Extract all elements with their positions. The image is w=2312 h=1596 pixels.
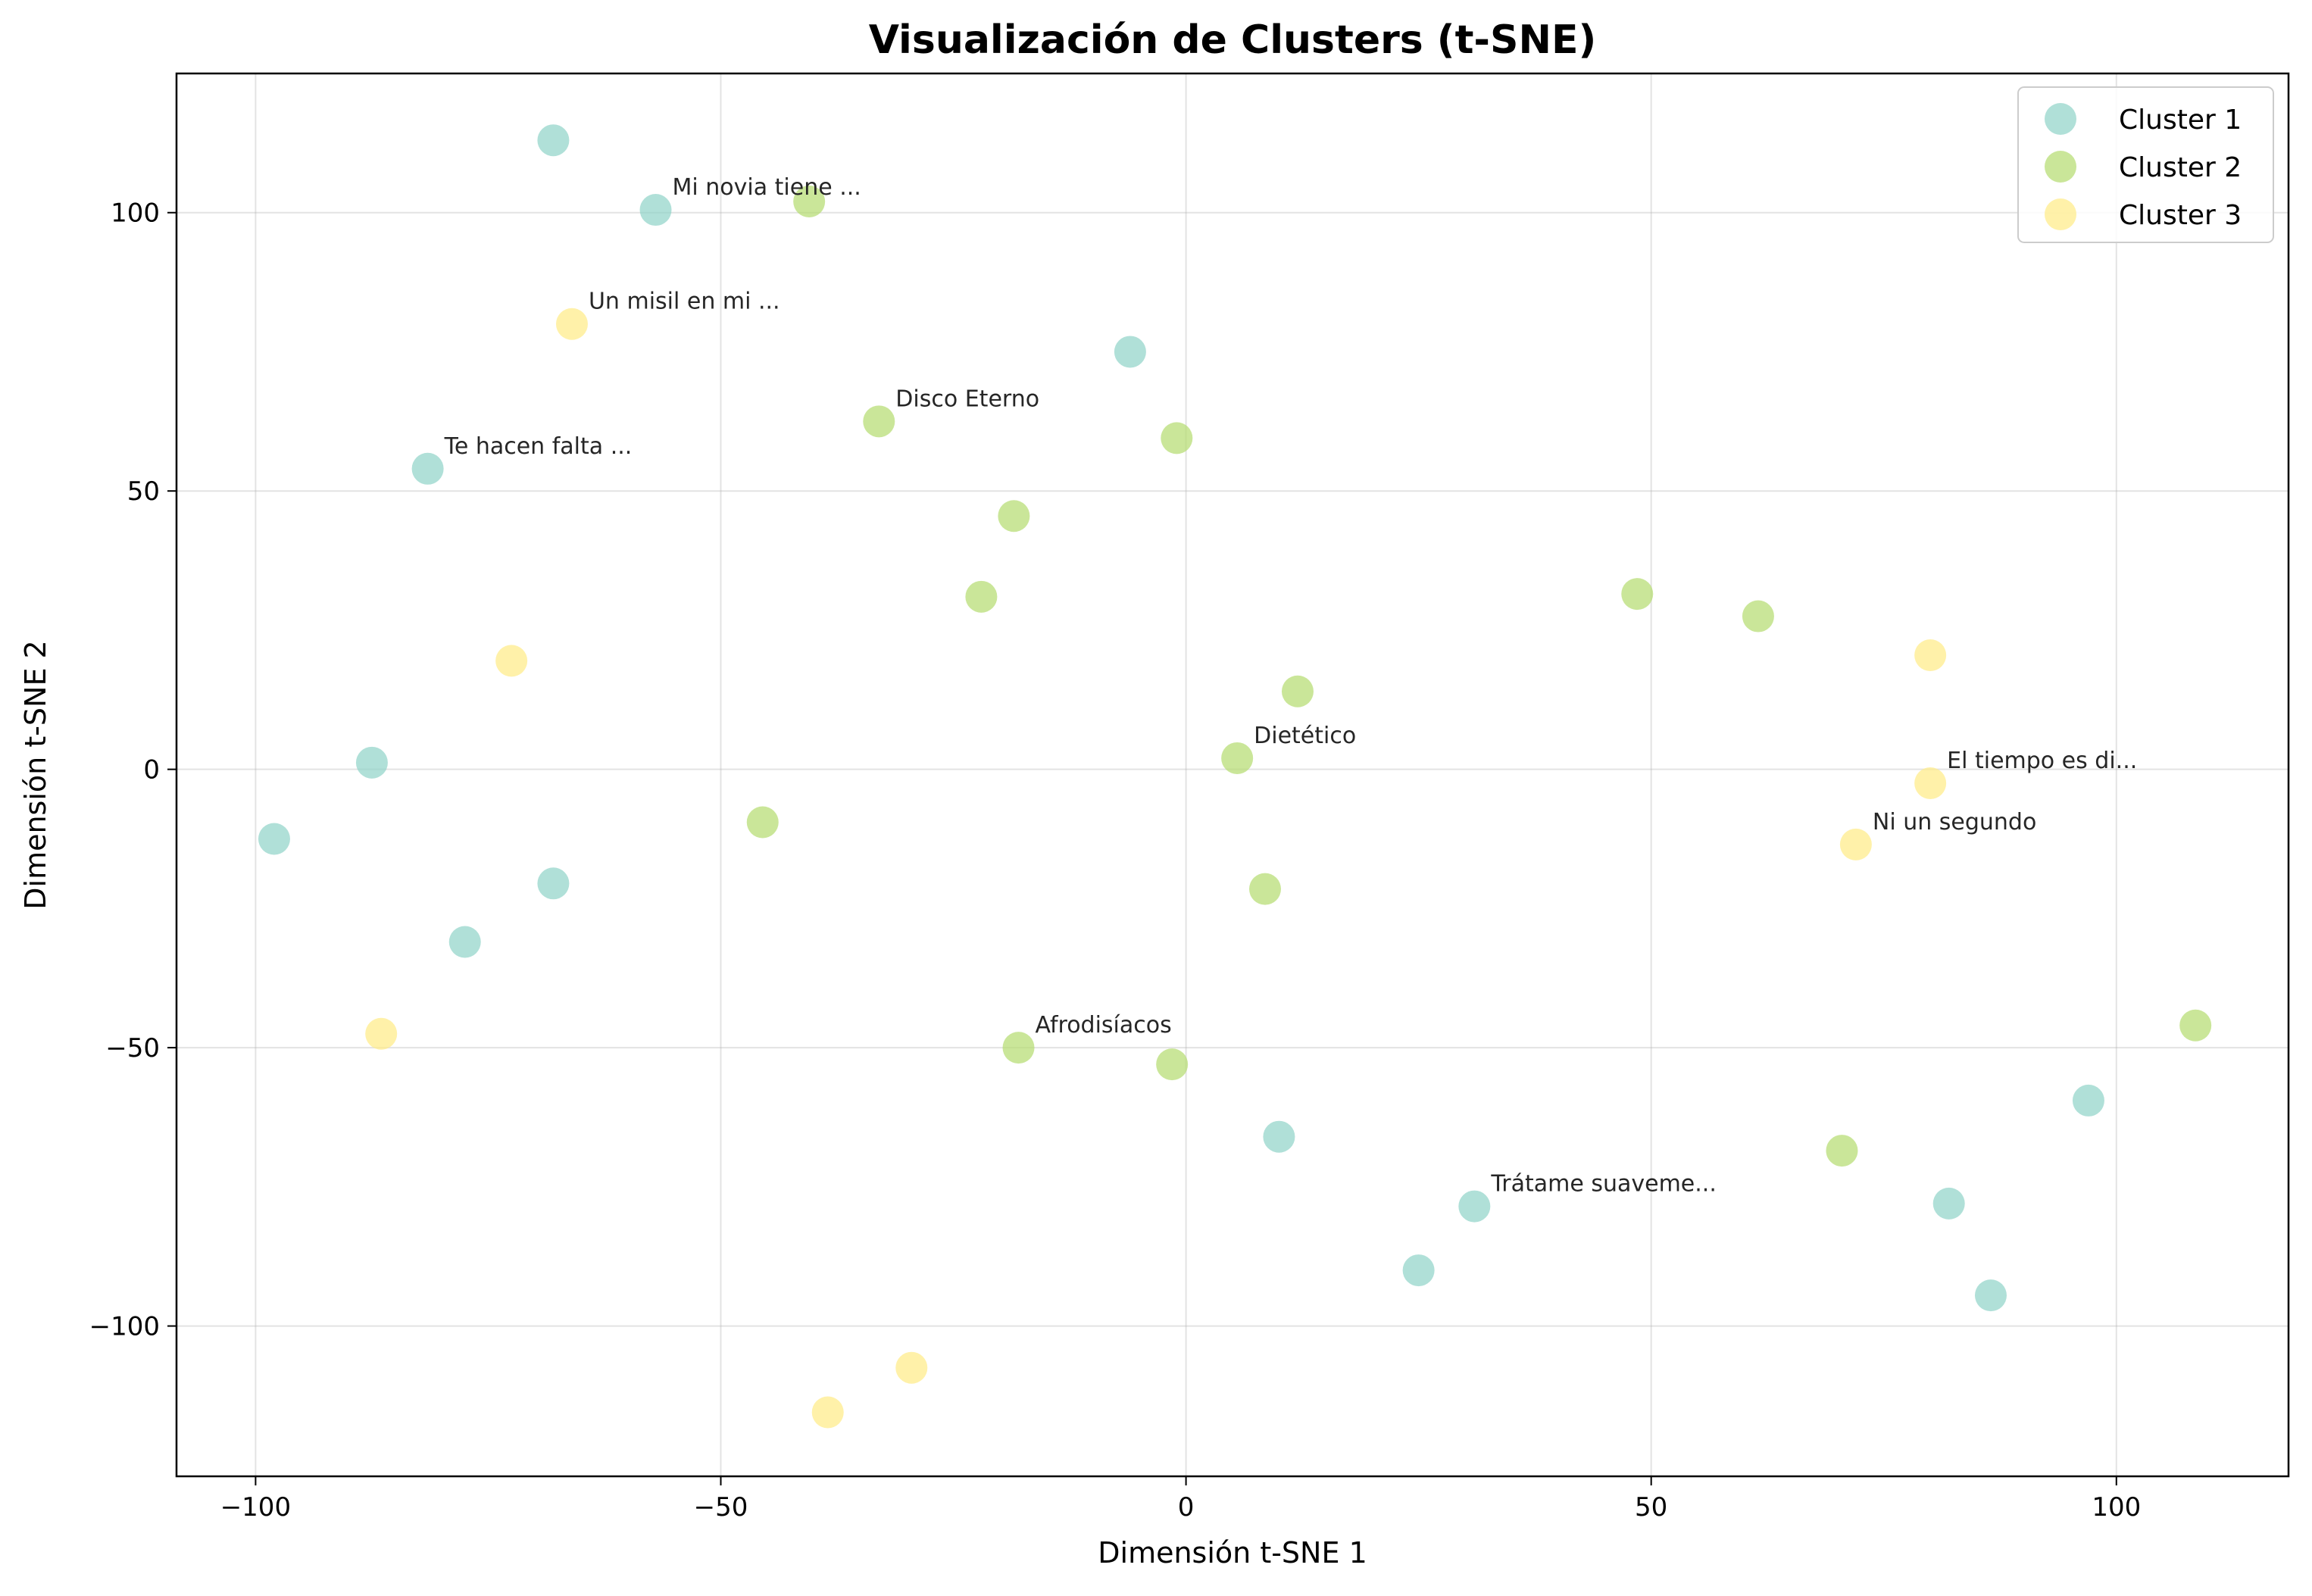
plot-frame (175, 72, 2290, 1478)
data-points (258, 124, 2212, 1429)
cluster-2-point (2179, 1009, 2212, 1042)
cluster-2-point (1161, 422, 1193, 454)
point-annotation: Afrodisíacos (1036, 1012, 1172, 1038)
y-tick-label: −50 (105, 1033, 160, 1063)
cluster-1-point (537, 867, 570, 900)
legend-label-cluster-2: Cluster 2 (2119, 152, 2242, 183)
cluster-2-point (863, 405, 895, 438)
cluster-3-point (495, 645, 528, 677)
y-axis-label: Dimensión t-SNE 2 (19, 640, 52, 910)
cluster-2-point (1156, 1048, 1189, 1081)
cluster-1-point (1402, 1254, 1435, 1287)
cluster-2-point (1002, 1032, 1035, 1064)
x-tick-label: 50 (1635, 1492, 1667, 1523)
cluster-1-point (1263, 1120, 1295, 1153)
cluster-3-point (895, 1351, 928, 1384)
point-annotation: Mi novia tiene ... (673, 174, 861, 201)
y-tick-label: −100 (89, 1312, 160, 1342)
cluster-2-point (1621, 578, 1654, 611)
grid-lines (177, 73, 2289, 1476)
cluster-3-point (1839, 828, 1872, 860)
cluster-1-point (355, 746, 388, 779)
cluster-1-point (258, 823, 290, 855)
legend-label-cluster-1: Cluster 1 (2119, 105, 2242, 136)
cluster-1-point (537, 124, 570, 157)
cluster-2-point (1742, 600, 1774, 632)
chart-title: Visualización de Clusters (t-SNE) (869, 17, 1597, 63)
y-tick-label: 100 (111, 198, 160, 229)
x-tick-label: −100 (220, 1492, 291, 1523)
legend: Cluster 1 Cluster 2 Cluster 3 (2017, 86, 2274, 243)
legend-marker-cluster-1 (2045, 103, 2076, 135)
x-axis-label: Dimensión t-SNE 1 (1098, 1536, 1367, 1569)
cluster-2-point (1826, 1135, 1858, 1167)
cluster-1-point (411, 452, 444, 485)
point-annotation: Disco Eterno (895, 386, 1039, 412)
cluster-2-point (965, 580, 998, 613)
cluster-1-point (448, 926, 481, 958)
cluster-3-point (555, 308, 588, 340)
cluster-3-point (811, 1396, 844, 1429)
cluster-3-point (365, 1017, 398, 1050)
cluster-2-point (1221, 742, 1254, 774)
x-tick-label: 0 (1178, 1492, 1195, 1523)
cluster-1-point (2072, 1084, 2104, 1117)
point-annotations: Mi novia tiene ... Un misil en mi ... Disc… (444, 174, 2138, 1198)
legend-marker-cluster-3 (2045, 198, 2076, 230)
cluster-2-point (793, 186, 826, 218)
legend-label-cluster-3: Cluster 3 (2119, 200, 2242, 231)
point-annotation: Dietético (1254, 723, 1356, 749)
point-annotation: Te hacen falta ... (444, 433, 633, 460)
legend-marker-cluster-2 (2045, 151, 2076, 183)
point-annotation: Ni un segundo (1873, 809, 2036, 835)
cluster-3-point (1914, 639, 1947, 671)
cluster-2-point (1281, 675, 1314, 707)
cluster-1-point (639, 194, 672, 226)
axis-ticks: −100 −50 0 50 100 −100 −50 0 50 100 (89, 198, 2142, 1523)
point-annotation: Trátame suaveme... (1490, 1171, 1717, 1198)
x-tick-label: −50 (694, 1492, 748, 1523)
legend-box (2017, 86, 2274, 243)
y-tick-label: 0 (143, 755, 160, 786)
cluster-1-point (1932, 1187, 1965, 1220)
cluster-1-point (1114, 336, 1146, 368)
cluster-3-point (1914, 767, 1947, 800)
point-annotation: El tiempo es di... (1947, 748, 2137, 774)
cluster-1-point (1458, 1190, 1491, 1223)
y-tick-label: 50 (127, 476, 160, 507)
point-annotation: Un misil en mi ... (589, 289, 780, 315)
cluster-2-point (998, 500, 1030, 533)
cluster-2-point (746, 806, 779, 839)
cluster-1-point (1974, 1279, 2007, 1312)
cluster-2-point (1248, 873, 1281, 905)
x-tick-label: 100 (2092, 1492, 2141, 1523)
